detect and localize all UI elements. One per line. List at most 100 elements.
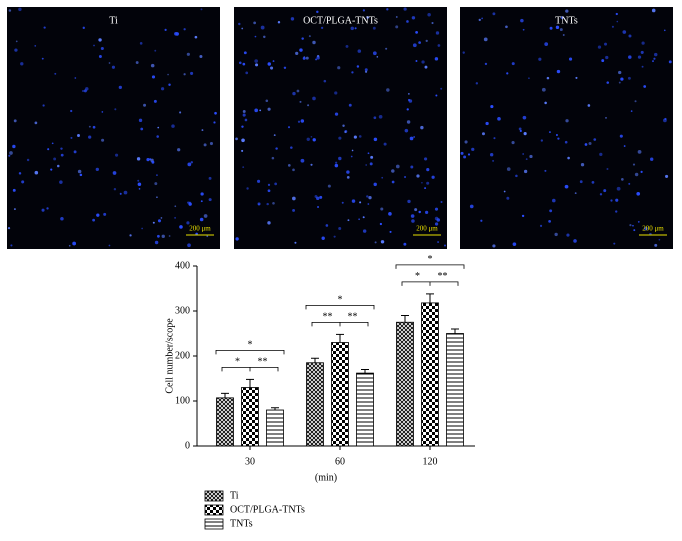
cell-nucleus [481,132,485,136]
significance-mark: ** [438,271,448,282]
cell-nucleus [406,120,411,124]
cell-nucleus [129,234,132,237]
cell-nucleus [292,208,296,212]
cell-nucleus [564,184,569,189]
cell-nucleus [168,235,171,237]
cell-nucleus [171,124,175,128]
cell-nucleus [306,137,310,141]
cell-nucleus [610,199,613,202]
cell-nucleus [138,118,143,123]
cell-nucleus [235,237,239,241]
cell-nucleus [333,235,336,238]
cell-nucleus [244,118,248,122]
cell-nucleus [325,224,329,227]
cell-nucleus [342,124,345,127]
cell-nucleus [544,42,549,46]
y-tick-label: 400 [175,260,190,271]
cell-nucleus [366,16,369,19]
cell-nucleus [640,170,643,173]
cell-nucleus [518,127,522,131]
cell-nucleus [613,242,616,245]
cell-nucleus [43,26,46,29]
cell-nucleus [546,76,550,80]
cell-nucleus [302,56,306,60]
cell-nucleus [407,92,410,95]
cell-nucleus [271,156,275,160]
cell-nucleus [555,134,558,137]
cell-nucleus [74,77,77,79]
y-tick-label: 0 [185,440,190,451]
cell-nucleus [270,66,274,70]
cell-nucleus [593,138,597,141]
cell-nucleus [359,201,362,204]
cell-nucleus [539,224,543,227]
cell-nucleus [245,71,249,75]
cell-nucleus [427,13,431,17]
cell-nucleus [20,62,24,66]
cell-nucleus [475,82,479,85]
cell-nucleus [60,153,64,157]
cell-nucleus [208,198,212,202]
cell-nucleus [12,144,16,149]
cell-nucleus [395,164,400,169]
cell-nucleus [136,157,141,161]
cell-nucleus [353,135,357,139]
cell-nucleus [580,163,585,167]
cell-nucleus [149,158,152,161]
cell-nucleus [83,89,87,93]
cell-nucleus [522,28,525,31]
cell-nucleus [544,169,547,172]
cell-nucleus [260,25,265,30]
cell-nucleus [628,182,631,185]
cell-nucleus [562,34,565,36]
cell-nucleus [68,244,71,247]
cell-nucleus [290,146,293,149]
cell-nucleus [13,208,16,211]
cell-nucleus [200,200,203,203]
cell-nucleus [415,59,418,62]
cell-nucleus [277,20,281,24]
cell-nucleus [123,190,128,195]
cell-nucleus [299,48,303,52]
cell-nucleus [255,63,259,67]
significance-mark: * [338,295,343,306]
cell-nucleus [235,137,238,141]
cell-nucleus [388,212,392,216]
cell-nucleus [637,149,642,154]
cell-nucleus [317,205,320,208]
cell-nucleus [421,60,425,64]
cell-nucleus [41,208,45,212]
cell-nucleus [307,104,310,107]
cell-nucleus [310,135,313,138]
cell-nucleus [370,155,374,159]
legend-swatch [204,490,224,502]
cell-nucleus [431,21,434,25]
cell-nucleus [103,212,107,216]
cell-nucleus [254,108,259,113]
cell-nucleus [141,227,143,230]
cell-nucleus [364,68,368,72]
cell-nucleus [316,10,319,14]
cell-nucleus [575,76,578,79]
cell-nucleus [408,98,411,102]
cell-nucleus [157,219,162,223]
cell-nucleus [520,18,524,23]
cell-nucleus [565,9,569,13]
cell-nucleus [372,26,376,30]
cell-nucleus [611,25,614,28]
cell-nucleus [511,141,515,145]
cell-nucleus [138,188,141,190]
cell-nucleus [440,200,443,203]
cell-nucleus [242,113,246,117]
cell-nucleus [334,91,338,95]
significance-mark: * [415,271,420,282]
cell-nucleus [98,55,102,58]
cell-nucleus [373,116,377,120]
cell-nucleus [346,176,350,179]
cell-nucleus [391,169,395,173]
cell-nucleus [368,195,372,200]
scale-bar-label: 200 μm [416,225,438,233]
significance-mark: * [248,340,253,351]
cell-nucleus [312,40,316,45]
cell-nucleus [503,190,506,193]
